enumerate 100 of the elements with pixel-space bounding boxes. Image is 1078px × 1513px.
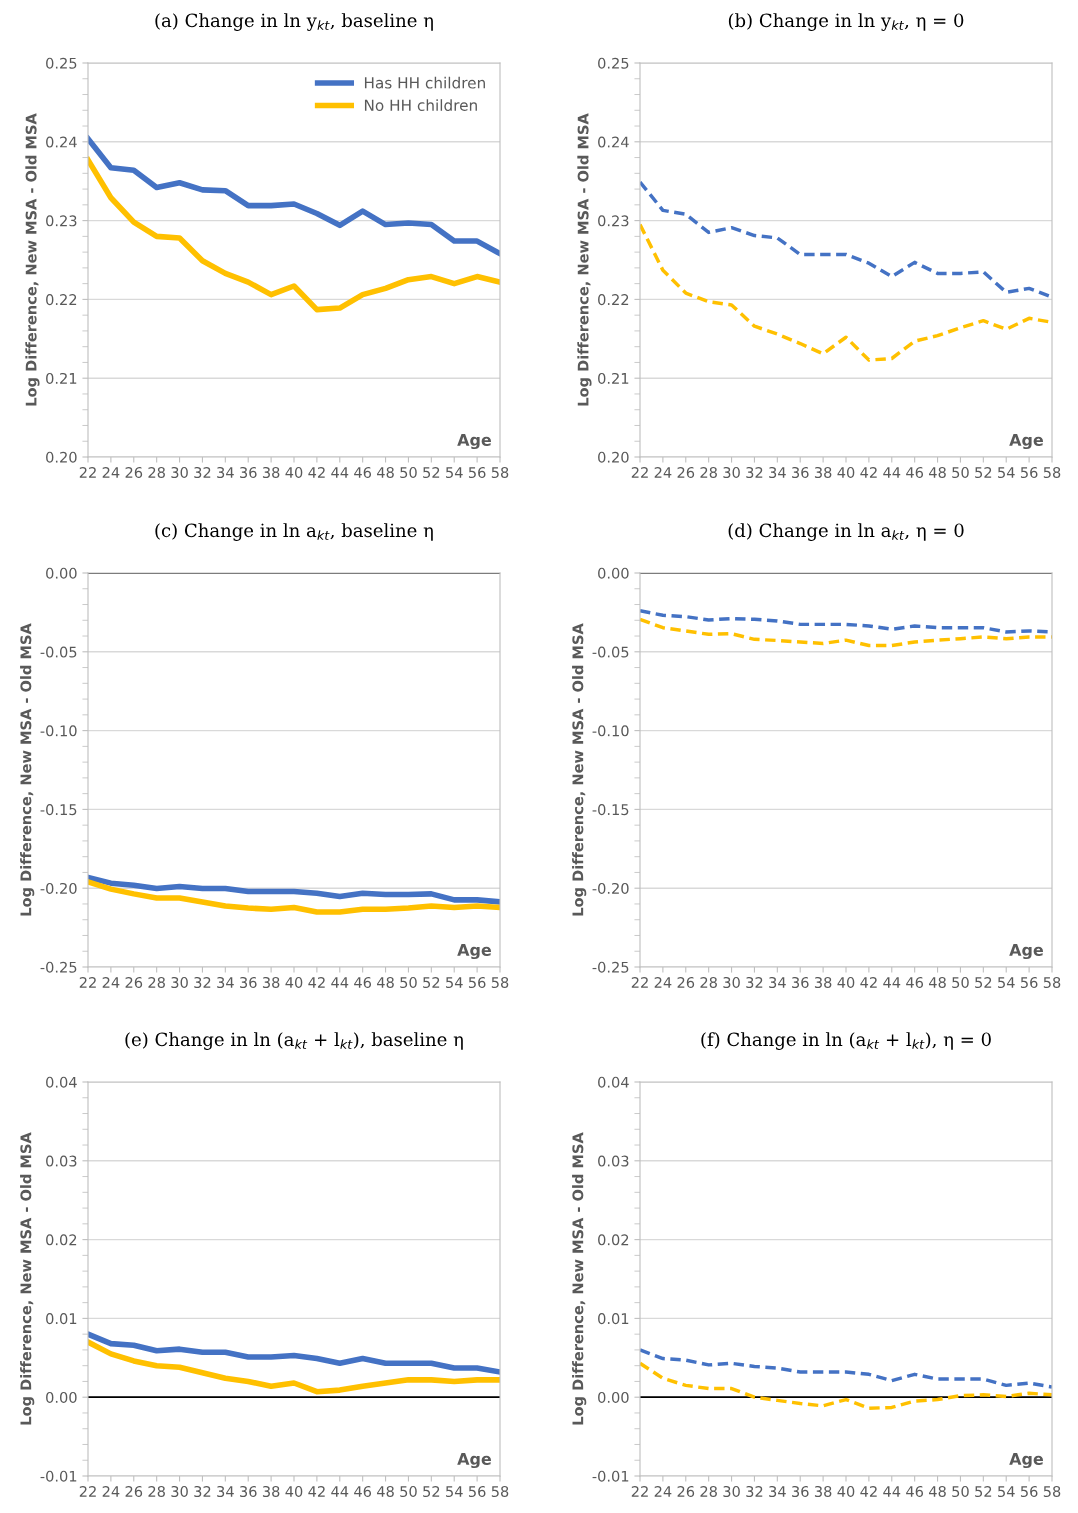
x-tick-label: 24 bbox=[654, 466, 672, 478]
x-tick-label: 52 bbox=[423, 466, 440, 479]
y-tick-label: -0.01 bbox=[592, 1470, 629, 1482]
x-tick-label: 36 bbox=[240, 976, 257, 989]
x-tick-label: 52 bbox=[975, 466, 992, 479]
x-tick-label: 30 bbox=[171, 976, 188, 989]
x-axis-title: Age bbox=[457, 434, 491, 450]
y-tick-label: -0.15 bbox=[40, 804, 77, 816]
y-tick-label: 0.02 bbox=[598, 1234, 629, 1246]
x-tick-label: 50 bbox=[400, 466, 417, 479]
x-tick-label: 56 bbox=[468, 1485, 486, 1498]
x-tick-label: 26 bbox=[125, 466, 143, 479]
y-axis-title: Log Difference, New MSA - Old MSA bbox=[572, 623, 587, 916]
x-tick-label: 40 bbox=[837, 1485, 855, 1498]
x-tick-label: 44 bbox=[883, 467, 901, 478]
x-tick-label: 42 bbox=[860, 976, 877, 988]
y-tick-label: -0.15 bbox=[592, 804, 629, 816]
y-tick-label: -0.05 bbox=[592, 646, 629, 658]
x-tick-label: 32 bbox=[746, 466, 763, 479]
x-tick-label: 26 bbox=[677, 976, 695, 989]
x-tick-label: 44 bbox=[883, 977, 901, 988]
x-tick-label: 30 bbox=[723, 976, 740, 989]
x-tick-label: 22 bbox=[631, 976, 648, 988]
y-tick-label: -0.20 bbox=[592, 882, 629, 894]
x-tick-label: 56 bbox=[1020, 1485, 1038, 1498]
x-tick-label: 38 bbox=[814, 1485, 832, 1498]
x-tick-label: 54 bbox=[998, 1486, 1015, 1498]
chart-title: (b) Change in ln y$_{kt}$, η = 0 bbox=[728, 13, 964, 31]
x-tick-label: 34 bbox=[769, 976, 786, 989]
y-tick-label: 0.00 bbox=[598, 567, 629, 579]
x-tick-label: 30 bbox=[171, 1485, 188, 1498]
x-tick-label: 58 bbox=[1043, 1485, 1061, 1498]
x-tick-label: 22 bbox=[79, 1485, 96, 1497]
x-tick-label: 42 bbox=[308, 976, 325, 988]
x-tick-label: 54 bbox=[446, 1486, 463, 1498]
x-tick-label: 36 bbox=[240, 1485, 257, 1498]
x-tick-label: 22 bbox=[631, 1485, 648, 1497]
x-tick-label: 38 bbox=[262, 1485, 280, 1498]
x-tick-label: 52 bbox=[423, 1485, 440, 1498]
x-tick-label: 42 bbox=[308, 466, 325, 478]
x-tick-label: 54 bbox=[998, 467, 1015, 479]
x-tick-label: 34 bbox=[217, 1485, 234, 1498]
y-tick-label: 0.01 bbox=[46, 1313, 77, 1325]
x-tick-label: 58 bbox=[491, 466, 509, 479]
y-axis-title: Log Difference, New MSA - Old MSA bbox=[572, 1132, 587, 1425]
y-tick-label: 0.22 bbox=[46, 294, 77, 306]
x-tick-label: 52 bbox=[423, 976, 440, 989]
x-tick-label: 48 bbox=[376, 976, 394, 989]
x-tick-label: 58 bbox=[491, 976, 509, 989]
y-tick-label: -0.25 bbox=[40, 961, 77, 973]
y-tick-label: -0.20 bbox=[40, 882, 77, 894]
y-tick-label: -0.10 bbox=[40, 725, 77, 737]
x-tick-label: 46 bbox=[354, 466, 372, 479]
x-tick-label: 54 bbox=[446, 977, 463, 989]
x-tick-label: 32 bbox=[194, 466, 211, 479]
y-tick-label: 0.02 bbox=[46, 1234, 77, 1246]
x-tick-label: 50 bbox=[400, 976, 417, 989]
x-tick-label: 44 bbox=[331, 1486, 349, 1497]
y-axis-title: Log Difference, New MSA - Old MSA bbox=[577, 113, 592, 406]
y-tick-label: 0.03 bbox=[598, 1155, 629, 1167]
x-tick-label: 54 bbox=[446, 467, 463, 479]
x-tick-label: 30 bbox=[171, 466, 188, 479]
x-tick-label: 56 bbox=[468, 466, 486, 479]
y-tick-label: 0.20 bbox=[46, 451, 77, 463]
x-axis-title: Age bbox=[1009, 944, 1043, 960]
x-tick-label: 36 bbox=[240, 466, 257, 479]
x-tick-label: 24 bbox=[654, 1485, 672, 1497]
y-tick-label: 0.01 bbox=[598, 1313, 629, 1325]
x-tick-label: 28 bbox=[148, 466, 165, 479]
y-tick-label: -0.25 bbox=[592, 961, 629, 973]
chart-title: (f) Change in ln (a$_{kt}$ + l$_{kt}$), η = 0 bbox=[701, 1032, 991, 1050]
x-tick-label: 44 bbox=[883, 1486, 901, 1497]
x-tick-label: 50 bbox=[952, 466, 969, 479]
x-tick-label: 24 bbox=[102, 976, 120, 988]
x-tick-label: 38 bbox=[262, 976, 280, 989]
x-tick-label: 56 bbox=[1020, 976, 1038, 989]
x-tick-label: 34 bbox=[769, 466, 786, 479]
y-axis-title: Log Difference, New MSA - Old MSA bbox=[20, 623, 35, 916]
x-tick-label: 26 bbox=[677, 1485, 695, 1498]
x-tick-label: 40 bbox=[837, 976, 855, 989]
y-tick-label: 0.24 bbox=[46, 136, 77, 148]
x-tick-label: 32 bbox=[746, 1485, 763, 1498]
x-tick-label: 24 bbox=[102, 1485, 120, 1497]
x-tick-label: 46 bbox=[906, 466, 924, 479]
x-tick-label: 54 bbox=[998, 977, 1015, 989]
x-tick-label: 26 bbox=[125, 1485, 143, 1498]
x-tick-label: 34 bbox=[217, 976, 234, 989]
x-tick-label: 48 bbox=[928, 1485, 946, 1498]
y-tick-label: 0.00 bbox=[598, 1391, 629, 1403]
y-tick-label: 0.04 bbox=[598, 1076, 629, 1088]
x-tick-label: 40 bbox=[285, 976, 303, 989]
x-axis-title: Age bbox=[457, 944, 491, 960]
y-tick-label: 0.00 bbox=[46, 567, 77, 579]
y-tick-label: 0.20 bbox=[598, 451, 629, 463]
x-tick-label: 28 bbox=[148, 976, 165, 989]
x-tick-label: 36 bbox=[792, 466, 809, 479]
y-tick-label: -0.01 bbox=[40, 1470, 77, 1482]
x-tick-label: 24 bbox=[102, 466, 120, 478]
line-series bbox=[640, 180, 1052, 299]
x-tick-label: 38 bbox=[262, 466, 280, 479]
